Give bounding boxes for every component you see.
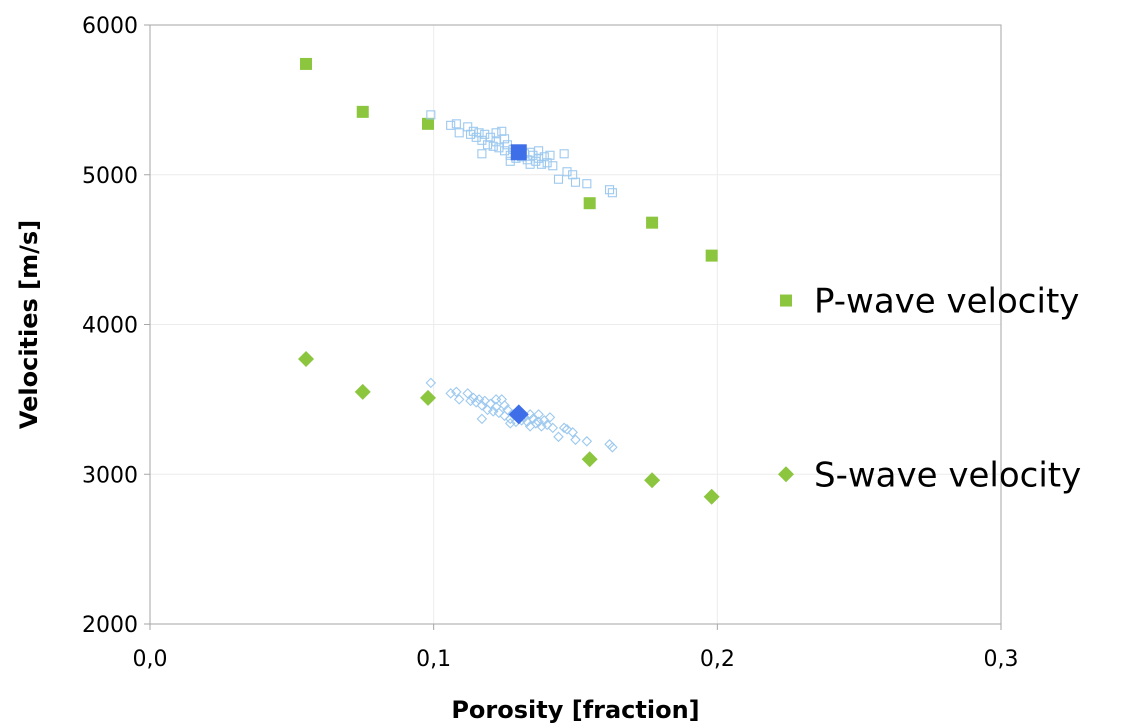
data-point (553, 431, 564, 443)
data-point (604, 439, 615, 450)
data-point (646, 216, 659, 229)
y-tick-label: 2000 (82, 613, 138, 638)
data-point (354, 383, 371, 400)
data-point (533, 416, 544, 428)
data-point (487, 406, 499, 417)
data-point (607, 442, 618, 453)
data-point (531, 156, 541, 166)
data-point (539, 152, 549, 162)
x-tick-label: 0,0 (133, 647, 168, 672)
data-point (544, 412, 556, 423)
data-point (485, 398, 496, 410)
data-point (300, 57, 313, 70)
data-point (479, 395, 491, 407)
grid (149, 24, 1002, 625)
series-open-diamond (425, 377, 618, 453)
y-tick-label: 3000 (82, 463, 138, 488)
data-point (425, 377, 437, 389)
data-point (525, 159, 535, 169)
data-point (451, 386, 462, 398)
y-tick-label: 4000 (82, 314, 138, 339)
data-point (426, 110, 436, 120)
data-point (604, 185, 615, 195)
data-point (582, 179, 592, 189)
data-point (570, 434, 581, 446)
data-point (500, 134, 510, 144)
data-point (470, 397, 482, 408)
legend-label: P-wave velocity (814, 282, 1079, 322)
data-point (499, 400, 510, 411)
data-point (581, 436, 593, 447)
data-point (705, 249, 718, 262)
data-point (527, 413, 539, 425)
y-axis: 2000 3000 4000 5000 6000 (82, 14, 150, 638)
data-point (504, 418, 516, 429)
x-tick-label: 0,1 (416, 647, 451, 672)
data-point (462, 388, 473, 399)
data-point (298, 350, 315, 367)
data-point (607, 188, 617, 198)
data-point (581, 451, 598, 468)
legend-entry: S-wave velocity (778, 455, 1081, 495)
data-point (583, 197, 596, 210)
data-point (541, 419, 553, 431)
data-point (553, 174, 564, 184)
data-point (548, 161, 558, 171)
series-square (300, 57, 718, 262)
data-point (446, 120, 456, 130)
data-point (530, 418, 542, 429)
x-tick-label: 0,2 (700, 647, 735, 672)
data-point (445, 388, 456, 399)
data-point (547, 422, 559, 434)
data-point (480, 129, 490, 139)
y-axis-title: Velocities [m/s] (15, 220, 43, 429)
data-point (496, 394, 508, 405)
data-point (545, 150, 555, 160)
data-points (298, 57, 720, 505)
series-square (510, 144, 527, 161)
data-point (465, 395, 476, 407)
legend: P-wave velocity S-wave velocity (778, 282, 1081, 495)
x-tick-label: 0,3 (984, 647, 1019, 672)
x-axis-title: Porosity [fraction] (451, 696, 699, 724)
y-tick-label: 6000 (82, 14, 138, 39)
data-point (476, 413, 488, 425)
data-point (476, 400, 488, 411)
data-point (703, 488, 720, 505)
data-point (419, 389, 436, 406)
legend-diamond-icon (778, 466, 794, 483)
data-point (644, 472, 661, 489)
x-axis: 0,0 0,1 0,2 0,3 (133, 624, 1019, 672)
series-diamond (508, 404, 529, 425)
data-point (454, 128, 464, 138)
data-point (468, 126, 478, 136)
data-point (451, 119, 461, 129)
data-point (453, 394, 465, 405)
data-point (570, 177, 581, 187)
data-point (561, 424, 573, 435)
mean-point-square (510, 144, 527, 161)
data-point (356, 105, 369, 118)
data-point (562, 167, 572, 177)
data-point (491, 128, 501, 138)
legend-square-icon (780, 294, 792, 307)
legend-entry: P-wave velocity (780, 282, 1079, 322)
mean-point-diamond (508, 404, 529, 425)
data-point (465, 129, 476, 139)
data-point (505, 156, 515, 166)
data-point (468, 392, 479, 404)
data-point (559, 149, 569, 159)
data-point (567, 427, 578, 438)
legend-label: S-wave velocity (814, 455, 1081, 495)
data-point (499, 410, 510, 422)
series-diamond (298, 350, 720, 505)
data-point (421, 117, 434, 130)
data-point (502, 404, 513, 416)
data-point (558, 422, 570, 434)
data-point (533, 409, 544, 420)
data-point (493, 407, 505, 419)
data-point (477, 149, 487, 159)
y-tick-label: 5000 (82, 164, 138, 189)
